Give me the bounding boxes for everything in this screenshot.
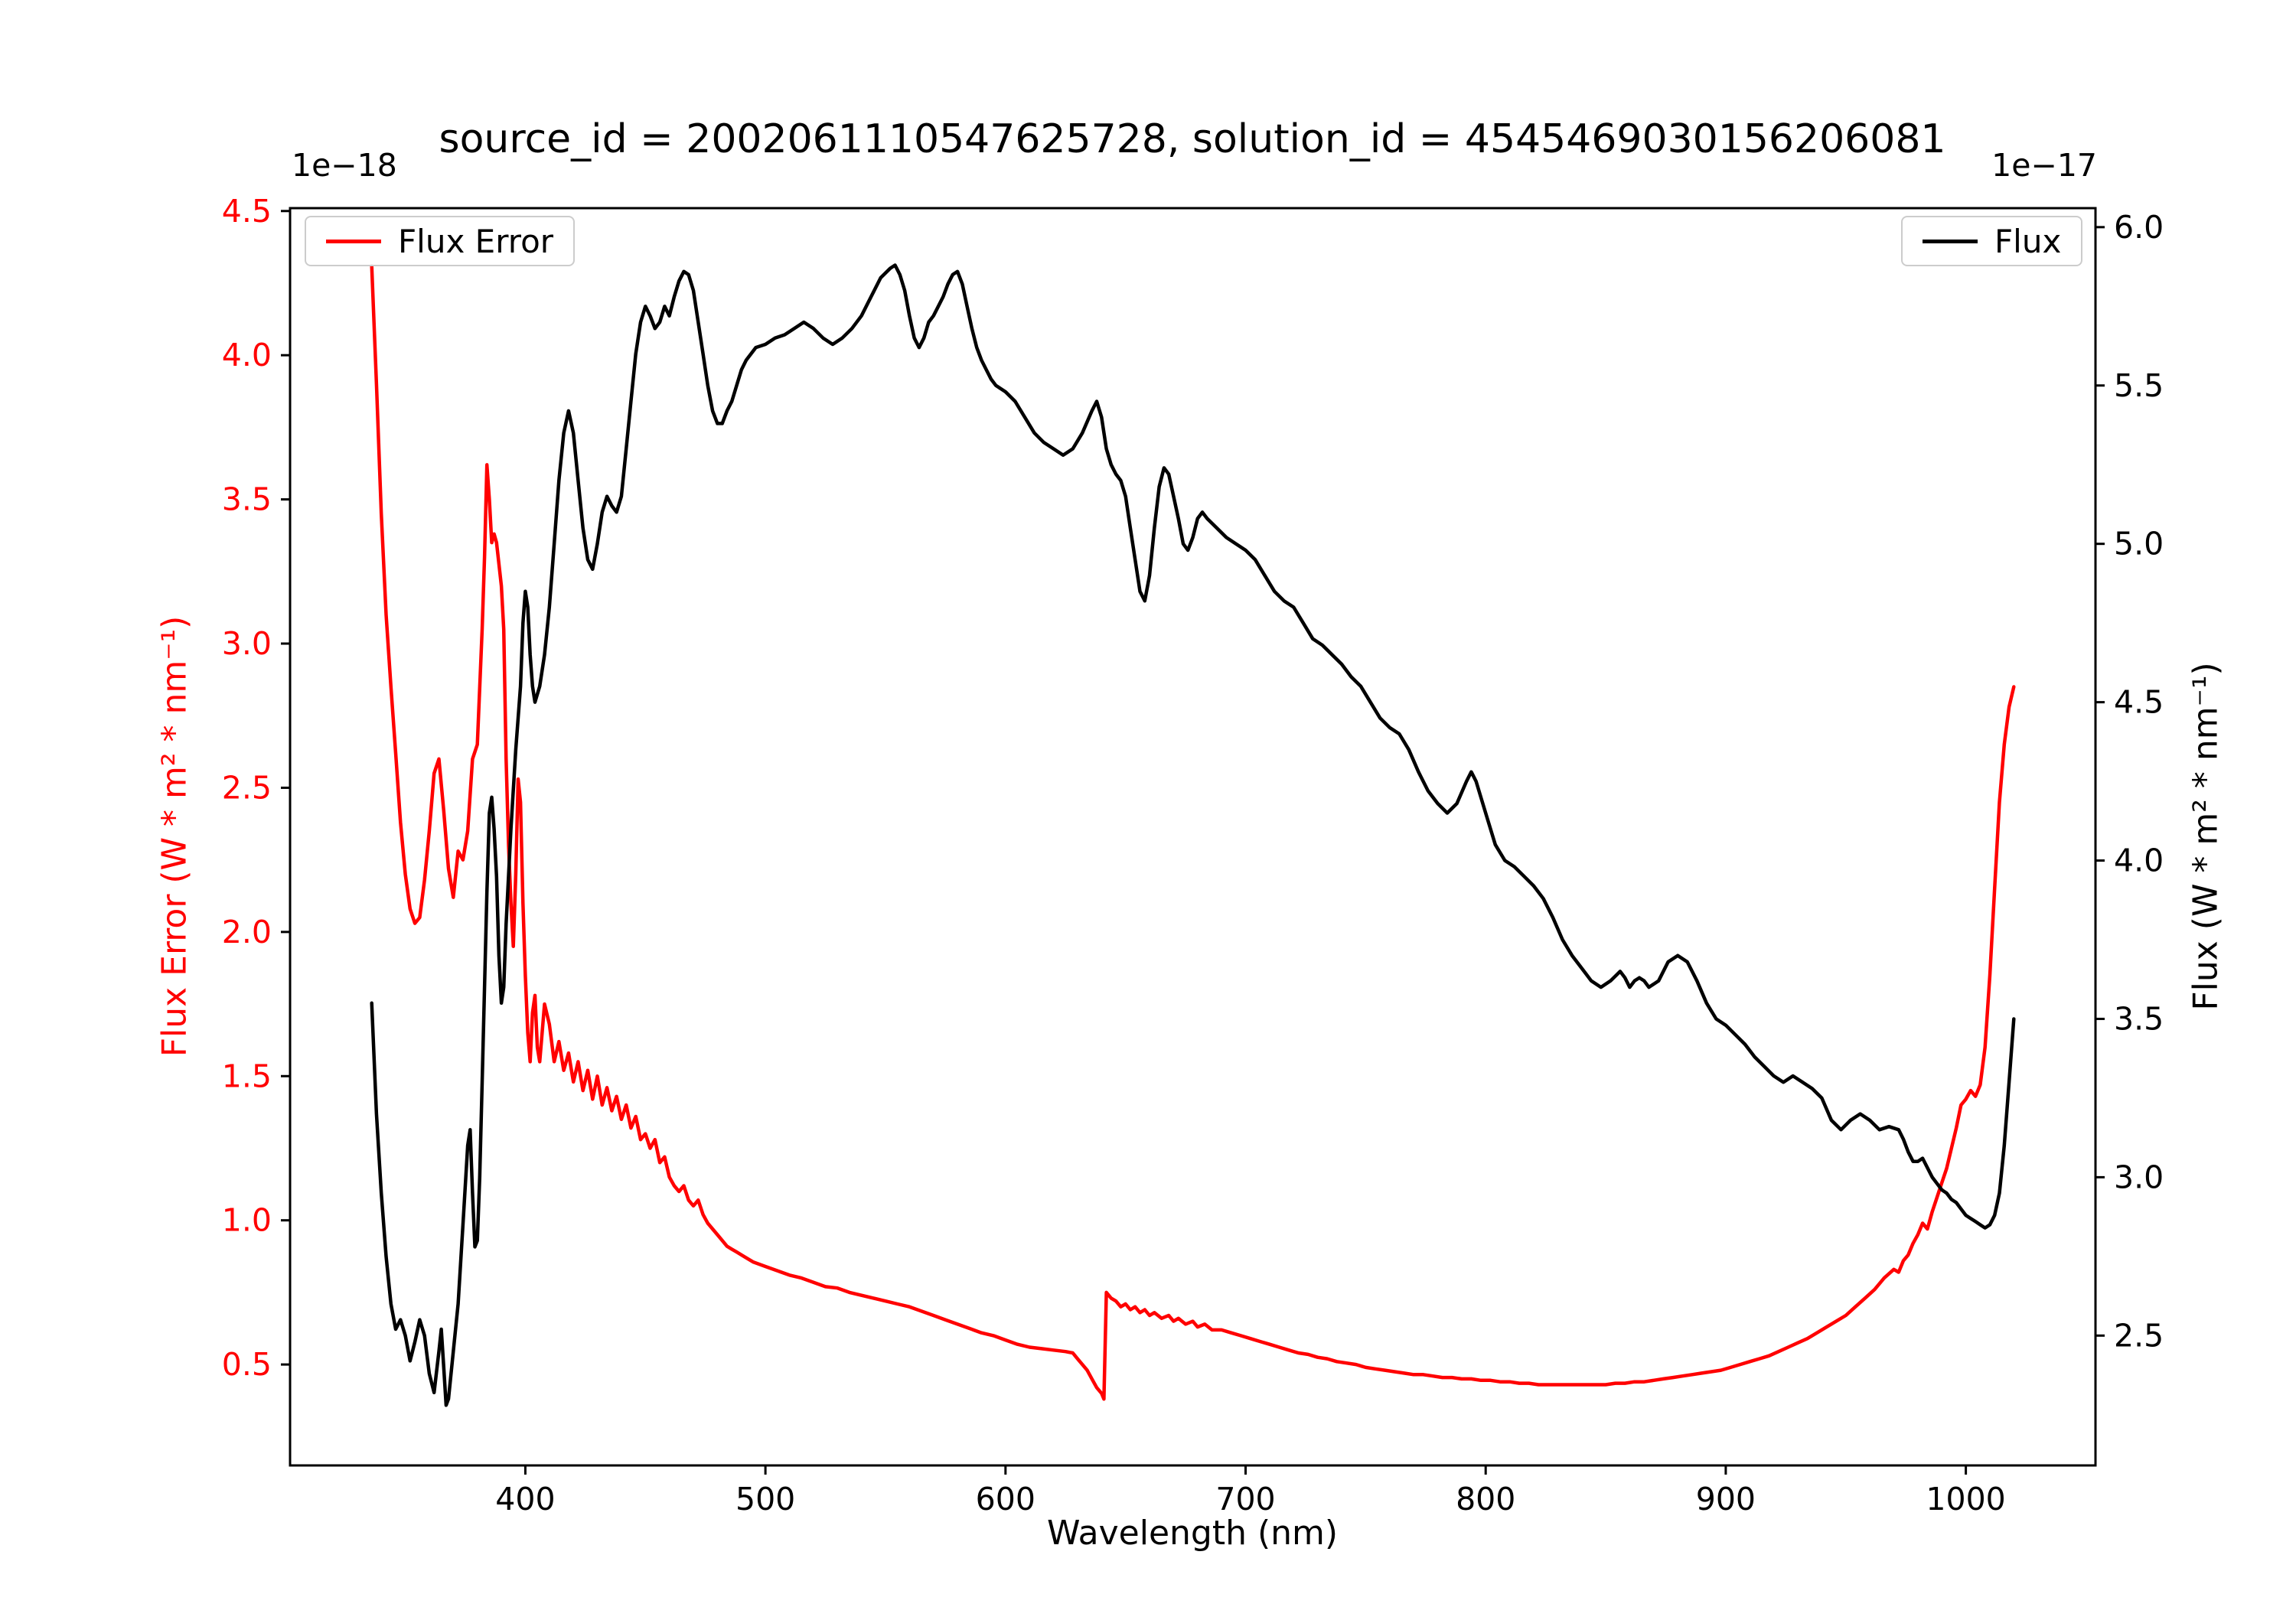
- right-y-tick-label: 3.5: [2114, 1000, 2164, 1037]
- left-y-tick-label: 3.5: [222, 481, 272, 518]
- x-tick-label: 900: [1696, 1481, 1756, 1517]
- chart-title: source_id = 2002061110547625728, solutio…: [439, 116, 1946, 162]
- left-y-tick-label: 4.0: [222, 337, 272, 373]
- left-y-tick-label: 1.5: [222, 1058, 272, 1094]
- legend-flux-error-label: Flux Error: [398, 222, 554, 260]
- legend-flux-label: Flux: [1994, 222, 2062, 260]
- x-tick-label: 400: [495, 1481, 555, 1517]
- left-y-tick-label: 3.0: [222, 625, 272, 662]
- right-axis-offset-text: 1e−17: [1991, 147, 2097, 184]
- legend-flux-error: Flux Error: [305, 216, 576, 266]
- x-tick-label: 500: [735, 1481, 795, 1517]
- left-axis-offset-text: 1e−18: [292, 147, 397, 184]
- right-y-tick-label: 4.5: [2114, 684, 2164, 721]
- left-y-tick-label: 2.0: [222, 914, 272, 950]
- right-y-tick-label: 2.5: [2114, 1317, 2164, 1354]
- right-y-tick-label: 5.0: [2114, 526, 2164, 562]
- right-y-tick-label: 5.5: [2114, 367, 2164, 404]
- right-y-tick-label: 4.0: [2114, 843, 2164, 879]
- left-y-tick-label: 1.0: [222, 1202, 272, 1239]
- x-axis-label: Wavelength (nm): [1046, 1514, 1339, 1553]
- legend-flux: Flux: [1901, 216, 2083, 266]
- flux-error-line-swatch: [326, 239, 381, 243]
- right-y-tick-label: 6.0: [2114, 209, 2164, 246]
- left-y-tick-label: 4.5: [222, 193, 272, 230]
- series-flux: [370, 263, 2016, 1407]
- x-tick-label: 800: [1456, 1481, 1515, 1517]
- left-y-tick-label: 0.5: [222, 1346, 272, 1383]
- axes-frame: [289, 207, 2097, 1467]
- flux-line-swatch: [1923, 239, 1978, 243]
- right-y-tick-label: 3.0: [2114, 1159, 2164, 1195]
- x-tick-label: 1000: [1926, 1481, 2005, 1517]
- left-y-tick-label: 2.5: [222, 769, 272, 806]
- series-flux-error: [370, 264, 2016, 1401]
- right-axis-label: Flux (W * m² * nm⁻¹): [2186, 662, 2226, 1011]
- left-axis-label: Flux Error (W * m² * nm⁻¹): [155, 615, 194, 1058]
- x-tick-label: 600: [976, 1481, 1035, 1517]
- x-tick-label: 700: [1215, 1481, 1275, 1517]
